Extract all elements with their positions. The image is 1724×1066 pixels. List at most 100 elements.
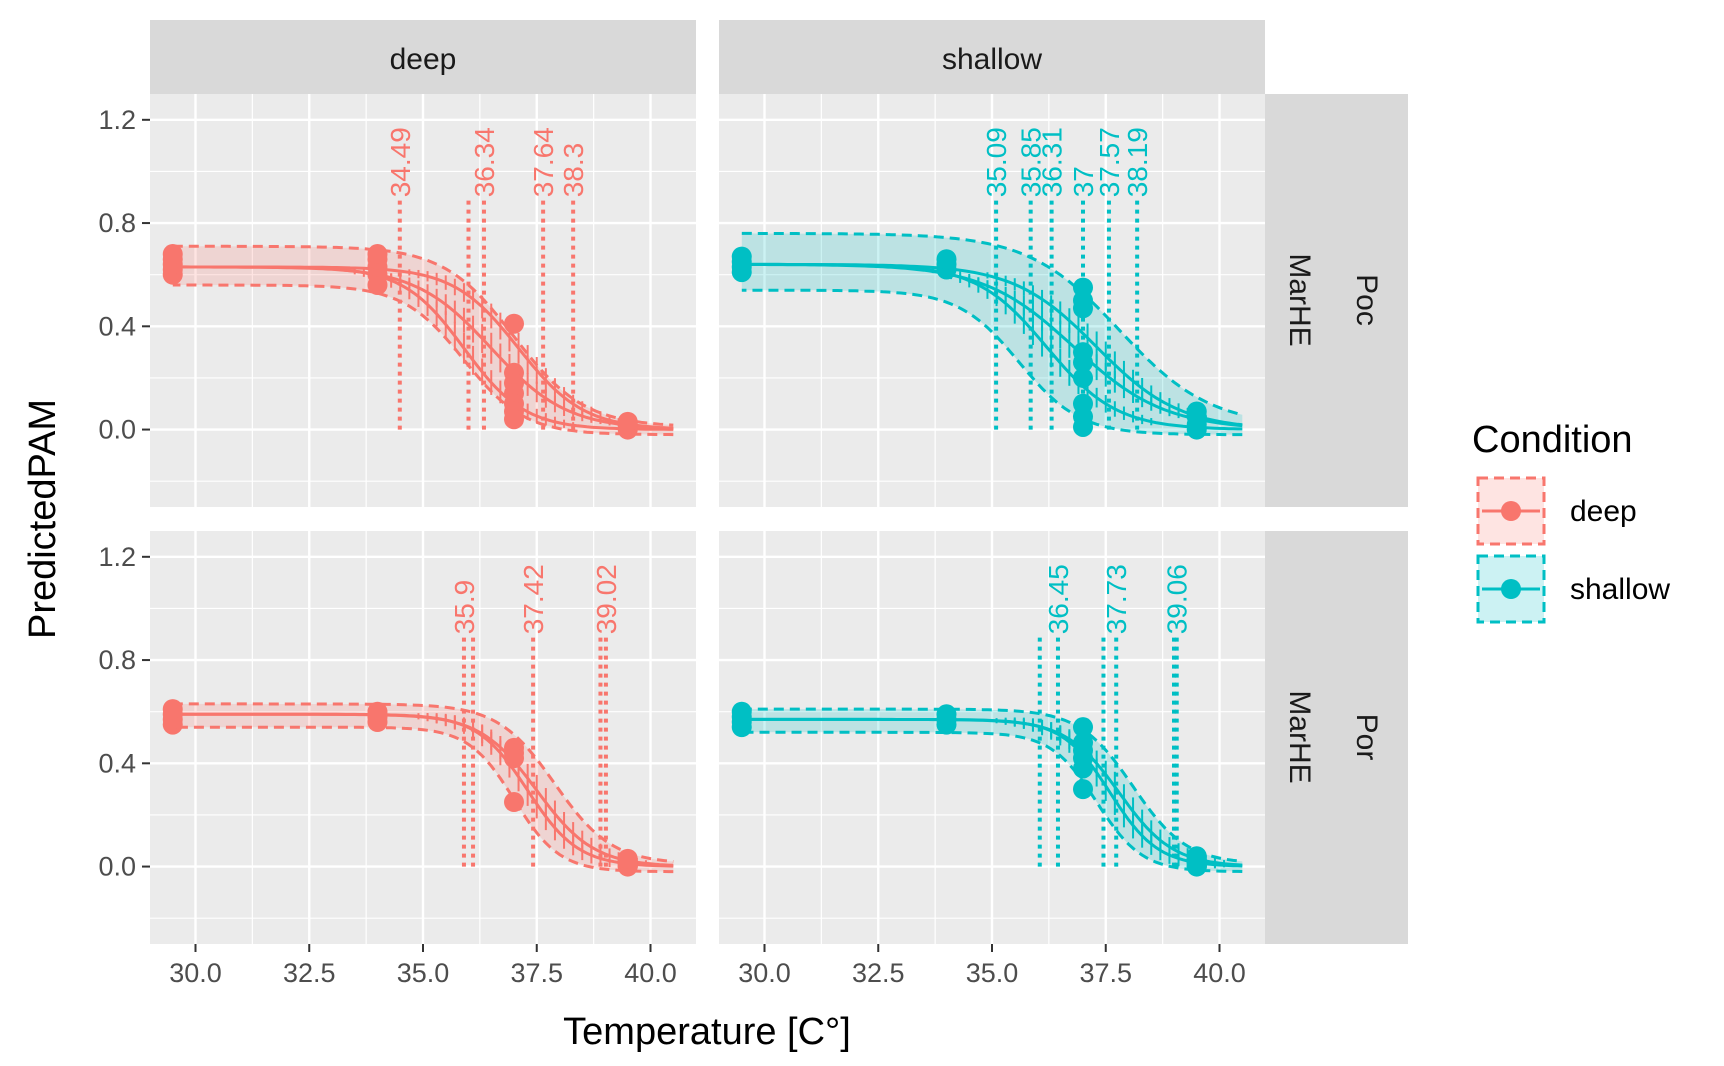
data-point bbox=[504, 748, 524, 769]
ed-label: 35.09 bbox=[981, 127, 1012, 197]
data-point bbox=[617, 411, 638, 432]
data-point bbox=[504, 313, 524, 334]
data-point bbox=[1073, 758, 1093, 779]
panel-clipped bbox=[162, 634, 674, 877]
x-tick-label: 35.0 bbox=[966, 958, 1019, 988]
x-tick-label: 37.5 bbox=[510, 958, 563, 988]
x-tick-label: 32.5 bbox=[852, 958, 905, 988]
x-tick-label: 37.5 bbox=[1079, 958, 1132, 988]
legend-label-shallow: shallow bbox=[1570, 573, 1670, 606]
band-upper-edge bbox=[172, 702, 674, 863]
confidence-band bbox=[172, 246, 674, 435]
x-tick-label: 40.0 bbox=[1193, 958, 1246, 988]
legend: Condition deep shallow bbox=[1472, 419, 1670, 624]
row-strip-bottom-site: MarHE bbox=[1283, 690, 1316, 783]
axes-layer: 0.0 0.4 0.8 1.2 0.0 0.4 0.8 1.2 30.0 32.5 35.0 37.5… bbox=[98, 105, 1245, 988]
ed-label: 38.19 bbox=[1122, 127, 1153, 197]
y-tick-label: 0.0 bbox=[98, 852, 136, 882]
ed-label: 36.31 bbox=[1037, 127, 1068, 197]
data-point bbox=[1073, 352, 1093, 373]
panel-clipped bbox=[731, 197, 1243, 440]
ed-label: 34.49 bbox=[385, 127, 416, 197]
column-strip-deep bbox=[150, 20, 696, 94]
data-point bbox=[936, 249, 957, 270]
ed-label: 36.34 bbox=[469, 127, 500, 197]
legend-title: Condition bbox=[1472, 419, 1633, 461]
y-tick-label: 0.8 bbox=[98, 645, 136, 675]
x-tick-label: 40.0 bbox=[624, 958, 677, 988]
band-upper-edge bbox=[741, 707, 1243, 863]
ed-label: 39.02 bbox=[591, 564, 622, 634]
data-point bbox=[1073, 717, 1093, 738]
data-point bbox=[936, 704, 957, 725]
panel-r0-c1 bbox=[719, 94, 1265, 507]
fit-line-1 bbox=[172, 712, 674, 867]
panel-data-shallow-3: 36.45 37.73 39.06 bbox=[731, 564, 1243, 877]
data-point bbox=[731, 701, 752, 722]
panel-clipped bbox=[731, 634, 1243, 877]
row-strip-top bbox=[1265, 94, 1408, 507]
row-strip-bottom bbox=[1265, 531, 1408, 944]
panel-data-deep-0: 34.49 36.34 37.64 38.3 bbox=[162, 127, 674, 440]
band-lower-edge bbox=[172, 725, 674, 874]
legend-label-deep: deep bbox=[1570, 495, 1637, 528]
column-strip-shallow-label: shallow bbox=[942, 43, 1042, 76]
fit-line-2 bbox=[741, 262, 1243, 427]
row-strip-top-site: MarHE bbox=[1283, 253, 1316, 346]
band-upper-edge bbox=[741, 231, 1243, 417]
x-tick-label: 30.0 bbox=[738, 958, 791, 988]
data-point bbox=[731, 246, 752, 267]
data-point bbox=[367, 244, 388, 265]
row-strip-top-species: Poc bbox=[1350, 274, 1383, 326]
data-point bbox=[617, 848, 638, 869]
data-point bbox=[1186, 846, 1207, 867]
ed-label: 35.85 bbox=[1016, 127, 1047, 197]
ed-label: 37 bbox=[1068, 166, 1099, 197]
x-axis-title: Temperature [C°] bbox=[563, 1011, 851, 1053]
y-tick-label: 0.8 bbox=[98, 208, 136, 238]
data-point bbox=[1073, 367, 1093, 388]
data-point bbox=[1073, 779, 1093, 800]
fit-line-1 bbox=[741, 717, 1243, 867]
x-axis: 30.0 32.5 35.0 37.5 40.0 30.0 32.5 35.0 37.5 40.0 bbox=[169, 944, 1246, 988]
band-lower-edge bbox=[741, 730, 1243, 873]
x-tick-label: 35.0 bbox=[397, 958, 450, 988]
data-point bbox=[162, 244, 183, 265]
ed-label: 37.64 bbox=[528, 127, 559, 197]
legend-key-shallow bbox=[1476, 554, 1546, 624]
x-tick-label: 32.5 bbox=[283, 958, 336, 988]
fit-line-2 bbox=[172, 265, 674, 430]
x-tick-label: 30.0 bbox=[169, 958, 222, 988]
data-point bbox=[367, 701, 388, 722]
row-strip-bottom-species: Por bbox=[1350, 714, 1383, 761]
confidence-band bbox=[172, 703, 674, 872]
data-point bbox=[504, 792, 524, 813]
y-axis: 0.0 0.4 0.8 1.2 0.0 0.4 0.8 1.2 bbox=[98, 105, 150, 882]
ed-label: 37.57 bbox=[1094, 127, 1125, 197]
band-upper-edge bbox=[172, 244, 674, 427]
band-lower-edge bbox=[741, 288, 1243, 437]
column-strip-shallow bbox=[719, 20, 1265, 94]
panel-clipped bbox=[162, 197, 674, 440]
y-tick-label: 1.2 bbox=[98, 542, 136, 572]
y-axis-title: PredictedPAM bbox=[22, 399, 64, 639]
column-strip-deep-label: deep bbox=[390, 43, 457, 76]
ed-label: 38.3 bbox=[558, 143, 589, 198]
ed-label: 37.42 bbox=[518, 564, 549, 634]
ed-label: 36.45 bbox=[1043, 564, 1074, 634]
y-tick-label: 0.4 bbox=[98, 311, 136, 341]
panel-r0-c0 bbox=[150, 94, 696, 507]
data-point bbox=[1186, 401, 1207, 422]
y-tick-label: 1.2 bbox=[98, 105, 136, 135]
y-tick-label: 0.0 bbox=[98, 415, 136, 445]
band-lower-edge bbox=[172, 283, 674, 437]
data-point bbox=[1073, 416, 1093, 437]
data-point bbox=[504, 409, 524, 430]
legend-key-deep bbox=[1476, 476, 1546, 546]
data-point bbox=[162, 699, 183, 720]
strips-layer: deep shallow Poc MarHE Por MarHE bbox=[150, 20, 1408, 944]
panel-data-deep-2: 35.9 37.42 39.02 bbox=[162, 564, 674, 877]
